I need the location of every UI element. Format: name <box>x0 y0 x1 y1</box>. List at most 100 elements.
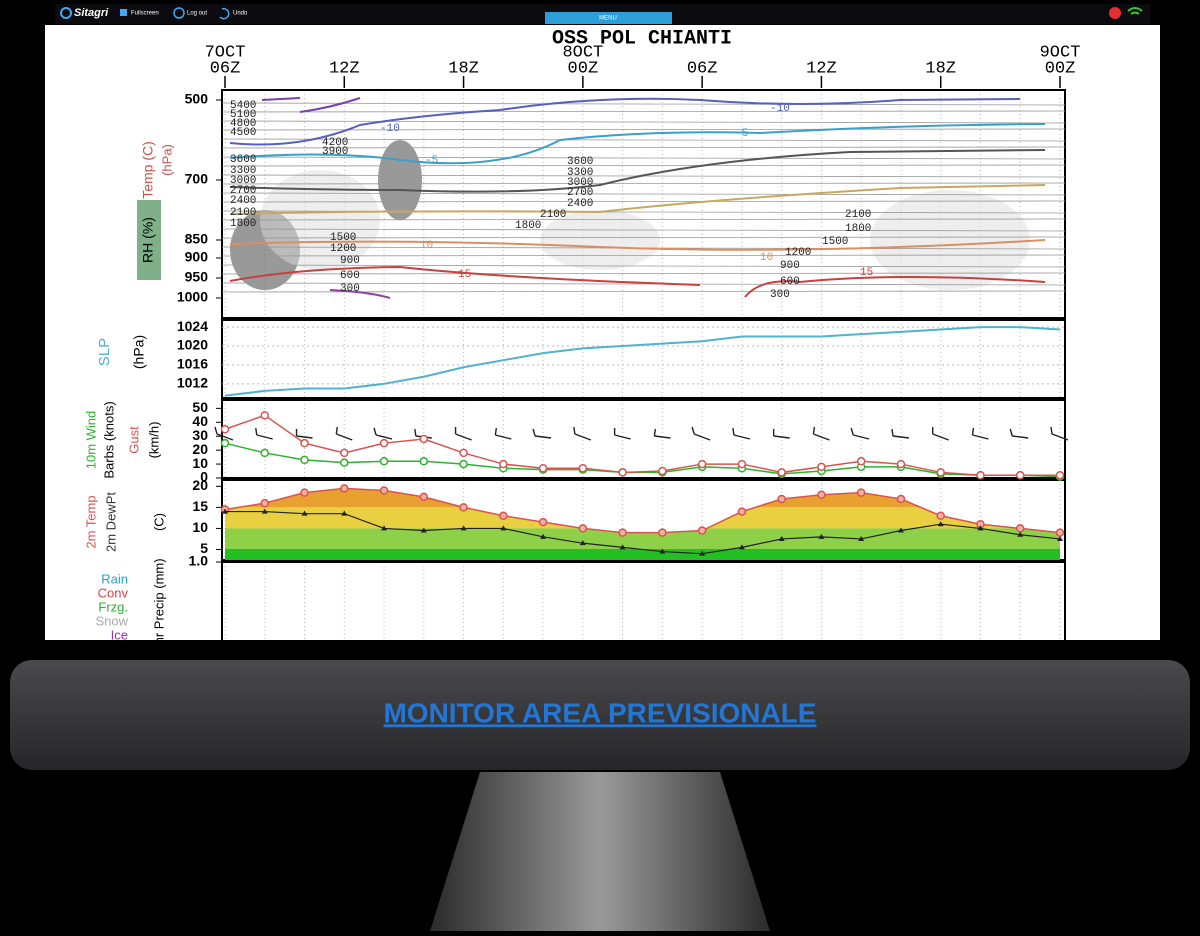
temp-label: 15 <box>458 269 471 281</box>
axis-label: Temp (C) <box>140 141 156 199</box>
y-tick-label: 10 <box>192 455 208 471</box>
series-point <box>540 519 547 526</box>
series-point <box>858 489 865 496</box>
series-point <box>222 426 229 433</box>
series-point <box>778 469 785 476</box>
series-point <box>381 440 388 447</box>
menu-label[interactable]: MENU <box>599 16 617 22</box>
height-label: 2400 <box>567 198 593 210</box>
height-label: 300 <box>770 289 790 301</box>
series-name: SLP <box>96 338 113 366</box>
series-point <box>1017 472 1024 479</box>
y-tick-label: 50 <box>192 399 208 415</box>
height-label: 1800 <box>230 218 256 230</box>
axis-label: (km/h) <box>146 422 161 459</box>
y-tick-label: 700 <box>185 171 209 187</box>
legend-entry: Snow <box>95 613 128 628</box>
series-point <box>341 449 348 456</box>
height-label: 4500 <box>230 127 256 139</box>
rh-shade <box>870 190 1030 290</box>
y-tick-label: 1012 <box>177 375 208 391</box>
series-point <box>738 508 745 515</box>
y-tick-label: 950 <box>185 269 209 285</box>
series-point <box>699 461 706 468</box>
series-point <box>341 485 348 492</box>
body: Sitagri Fullscreen Log out Undo MENU OSS… <box>0 0 1200 931</box>
legend-entry: Conv <box>98 585 129 600</box>
height-label: 1200 <box>330 243 356 255</box>
y-tick-label: 1024 <box>177 318 208 334</box>
series-point <box>261 500 268 507</box>
series-point <box>261 449 268 456</box>
height-label: 1800 <box>515 220 541 232</box>
height-label: 2100 <box>845 209 871 221</box>
series-point <box>897 461 904 468</box>
series-point <box>460 504 467 511</box>
axis-label: RH (%) <box>140 217 156 263</box>
series-point <box>937 469 944 476</box>
y-tick-label: 10 <box>192 519 208 535</box>
height-label: 2100 <box>540 209 566 221</box>
y-tick-label: 20 <box>192 477 208 493</box>
series-name: 2m DewPt <box>103 492 118 552</box>
height-label: 600 <box>780 276 800 288</box>
series-point <box>619 469 626 476</box>
series-point <box>301 489 308 496</box>
legend-entry: Rain <box>101 571 128 586</box>
series-point <box>381 487 388 494</box>
series-point <box>659 529 666 536</box>
legend-entry: Ice <box>111 627 128 642</box>
series-name: 2m Temp <box>83 495 98 548</box>
height-label: 1800 <box>845 223 871 235</box>
temp-label: -10 <box>380 123 400 135</box>
axis-label: 1hr Precip (mm) <box>151 558 166 651</box>
toolbar-item[interactable]: Fullscreen <box>131 11 159 17</box>
temp-label: 10 <box>420 240 433 252</box>
status-icon <box>1109 7 1121 19</box>
series-point <box>977 472 984 479</box>
series-point <box>1057 529 1064 536</box>
height-label: 900 <box>780 260 800 272</box>
series-point <box>420 458 427 465</box>
series-point <box>1057 472 1064 479</box>
y-tick-label: 40 <box>192 413 208 429</box>
series-point <box>301 456 308 463</box>
series-name: 10m Wind <box>83 411 98 470</box>
series-point <box>460 449 467 456</box>
series-point <box>659 468 666 475</box>
series-point <box>897 495 904 502</box>
series-point <box>341 459 348 466</box>
brand: Sitagri <box>74 7 109 19</box>
footer-title[interactable]: MONITOR AREA PREVISIONALE <box>383 697 816 728</box>
height-label: 1200 <box>785 247 811 259</box>
rh-shade <box>378 140 422 220</box>
x-hour-label: 12Z <box>329 59 360 78</box>
temp-label: -5 <box>735 128 748 140</box>
series-point <box>222 440 229 447</box>
temp-label: 10 <box>760 252 773 264</box>
x-hour-label: 06Z <box>687 59 718 78</box>
series-point <box>540 465 547 472</box>
x-hour-label: 00Z <box>1045 59 1076 78</box>
toolbar-item[interactable]: Undo <box>233 11 248 17</box>
series-point <box>858 458 865 465</box>
series-point <box>738 461 745 468</box>
height-label: 1500 <box>822 236 848 248</box>
x-hour-label: 12Z <box>806 59 837 78</box>
y-tick-label: 15 <box>192 498 208 514</box>
page: Monitor Area Previsionale {"toolbar": {"… <box>0 0 1200 931</box>
y-tick-label: 1.0 <box>189 553 209 569</box>
y-tick-label: 900 <box>185 249 209 265</box>
series-point <box>699 527 706 534</box>
series-point <box>818 463 825 470</box>
height-label: 600 <box>340 270 360 282</box>
series-point <box>1017 525 1024 532</box>
height-label: 2400 <box>230 195 256 207</box>
y-tick-label: 20 <box>192 441 208 457</box>
toolbar-item[interactable]: Log out <box>187 11 207 17</box>
temp-label: -5 <box>425 155 438 167</box>
legend-entry: Frzg. <box>98 599 128 614</box>
series-point <box>500 461 507 468</box>
series-point <box>420 493 427 500</box>
y-tick-label: 1000 <box>177 289 208 305</box>
